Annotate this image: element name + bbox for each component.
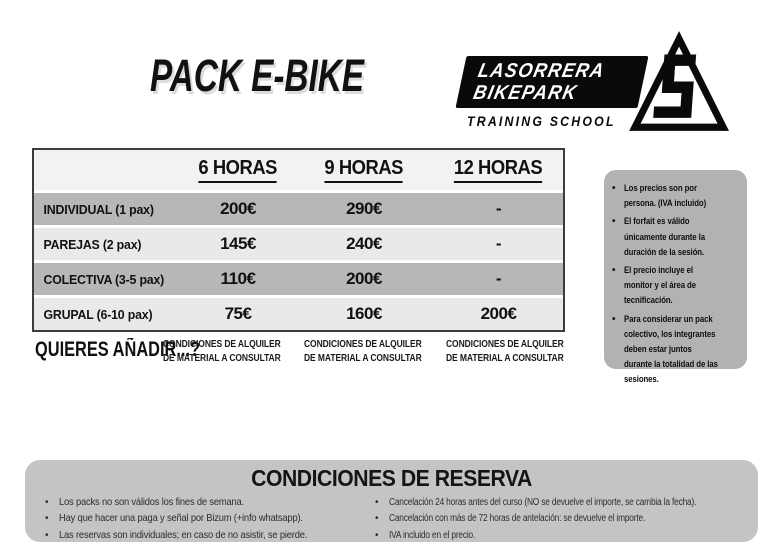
price-info-box: Los precios son por persona. (IVA inclui… xyxy=(604,170,747,385)
bullet-icon xyxy=(45,511,59,527)
bullet-icon xyxy=(612,214,624,260)
price-cell: - xyxy=(495,199,502,218)
info-item-text: El forfait es válido únicamente durante … xyxy=(624,216,705,258)
rental-note-9h: CONDICIONES DE ALQUILER DE MATERIAL A CO… xyxy=(304,339,422,364)
info-item: Los precios son por persona. (IVA inclui… xyxy=(612,181,739,211)
header-6-horas: 6 HORAS xyxy=(182,157,294,183)
reservation-item-text: Cancelación con más de 72 horas de antel… xyxy=(389,513,646,525)
bullet-icon xyxy=(612,263,624,309)
info-item-text: El precio incluye el monitor y el área d… xyxy=(624,264,696,307)
bullet-icon xyxy=(375,511,389,527)
row-label: COLECTIVA (3-5 pax) xyxy=(43,271,165,287)
reservation-item-text: Las reservas son individuales; en caso d… xyxy=(59,529,308,541)
table-row-grupal: GRUPAL (6-10 pax) 75€ 160€ 200€ xyxy=(34,298,563,330)
bullet-icon xyxy=(45,495,59,511)
table-row-parejas: PAREJAS (2 pax) 145€ 240€ - xyxy=(34,228,563,260)
brand-name-line2: BIKEPARK xyxy=(471,82,580,104)
reservation-item: IVA incluido en el precio. xyxy=(375,528,750,544)
row-label: GRUPAL (6-10 pax) xyxy=(43,306,153,322)
header-9-horas: 9 HORAS xyxy=(294,157,434,183)
reservation-item: Cancelación con más de 72 horas de antel… xyxy=(375,511,750,527)
pricing-table: 6 HORAS 9 HORAS 12 HORAS INDIVIDUAL (1 p… xyxy=(32,148,565,332)
rental-note-6h: CONDICIONES DE ALQUILER DE MATERIAL A CO… xyxy=(163,339,281,364)
brand-name-line1: LASORRERA xyxy=(476,60,607,82)
info-item: Para considerar un pack colectivo, los i… xyxy=(612,312,739,388)
brand-logo: LASORRERA BIKEPARK TRAINING SCHOOL xyxy=(453,30,733,138)
add-on-question: QUIERES AÑADIR...? xyxy=(35,338,201,361)
reservation-item: Hay que hacer una paga y señal por Bizum… xyxy=(45,511,375,527)
reservation-item-text: Cancelación 24 horas antes del curso (NO… xyxy=(389,497,697,508)
reservation-columns: Los packs no son válidos los fines de se… xyxy=(45,495,738,544)
price-cell: 200€ xyxy=(346,269,382,288)
ls-triangle-monogram-icon xyxy=(629,31,729,131)
reservation-item: Los packs no son válidos los fines de se… xyxy=(45,495,375,511)
price-cell: 145€ xyxy=(220,234,256,253)
info-item-text: Para considerar un pack colectivo, los i… xyxy=(624,313,718,386)
price-cell: 160€ xyxy=(346,304,382,323)
table-row-colectiva: COLECTIVA (3-5 pax) 110€ 200€ - xyxy=(34,263,563,295)
brand-name-banner: LASORRERA BIKEPARK xyxy=(455,56,649,108)
bullet-icon xyxy=(612,181,624,211)
brand-subtitle: TRAINING SCHOOL xyxy=(467,113,616,129)
page-title: PACK E-BIKE xyxy=(150,50,364,101)
info-item: El precio incluye el monitor y el área d… xyxy=(612,263,739,309)
bullet-icon xyxy=(375,495,389,511)
price-cell: 200€ xyxy=(220,199,256,218)
price-cell: 290€ xyxy=(346,199,382,218)
reservation-item-text: Los packs no son válidos los fines de se… xyxy=(59,497,245,508)
reservation-item: Cancelación 24 horas antes del curso (NO… xyxy=(375,495,750,511)
info-item: El forfait es válido únicamente durante … xyxy=(612,214,739,260)
reservation-title: CONDICIONES DE RESERVA xyxy=(251,465,532,491)
price-cell: - xyxy=(495,269,502,288)
reservation-conditions-box: CONDICIONES DE RESERVA Los packs no son … xyxy=(25,460,758,542)
price-cell: 240€ xyxy=(346,234,382,253)
header-12-horas-label: 12 HORAS xyxy=(454,157,543,183)
row-label: INDIVIDUAL (1 pax) xyxy=(43,201,154,217)
reservation-left-list: Los packs no son válidos los fines de se… xyxy=(45,495,375,544)
price-cell: - xyxy=(495,234,502,253)
bullet-icon xyxy=(375,528,389,544)
header-12-horas: 12 HORAS xyxy=(434,157,563,183)
bullet-icon xyxy=(612,312,624,388)
rental-note-12h: CONDICIONES DE ALQUILER DE MATERIAL A CO… xyxy=(446,339,564,364)
price-cell: 75€ xyxy=(224,304,252,323)
reservation-item-text: Hay que hacer una paga y señal por Bizum… xyxy=(59,513,303,525)
table-row-individual: INDIVIDUAL (1 pax) 200€ 290€ - xyxy=(34,193,563,225)
bullet-icon xyxy=(45,528,59,544)
reservation-item-text: IVA incluido en el precio. xyxy=(389,529,476,541)
info-item-text: Los precios son por persona. (IVA inclui… xyxy=(624,183,707,210)
price-cell: 110€ xyxy=(220,269,256,288)
reservation-item: Las reservas son individuales; en caso d… xyxy=(45,528,375,544)
header-6-horas-label: 6 HORAS xyxy=(198,157,278,183)
pricing-table-header: 6 HORAS 9 HORAS 12 HORAS xyxy=(34,150,563,190)
row-label: PAREJAS (2 pax) xyxy=(43,236,142,252)
reservation-right-list: Cancelación 24 horas antes del curso (NO… xyxy=(375,495,750,544)
price-cell: 200€ xyxy=(480,304,517,323)
header-9-horas-label: 9 HORAS xyxy=(324,157,404,183)
